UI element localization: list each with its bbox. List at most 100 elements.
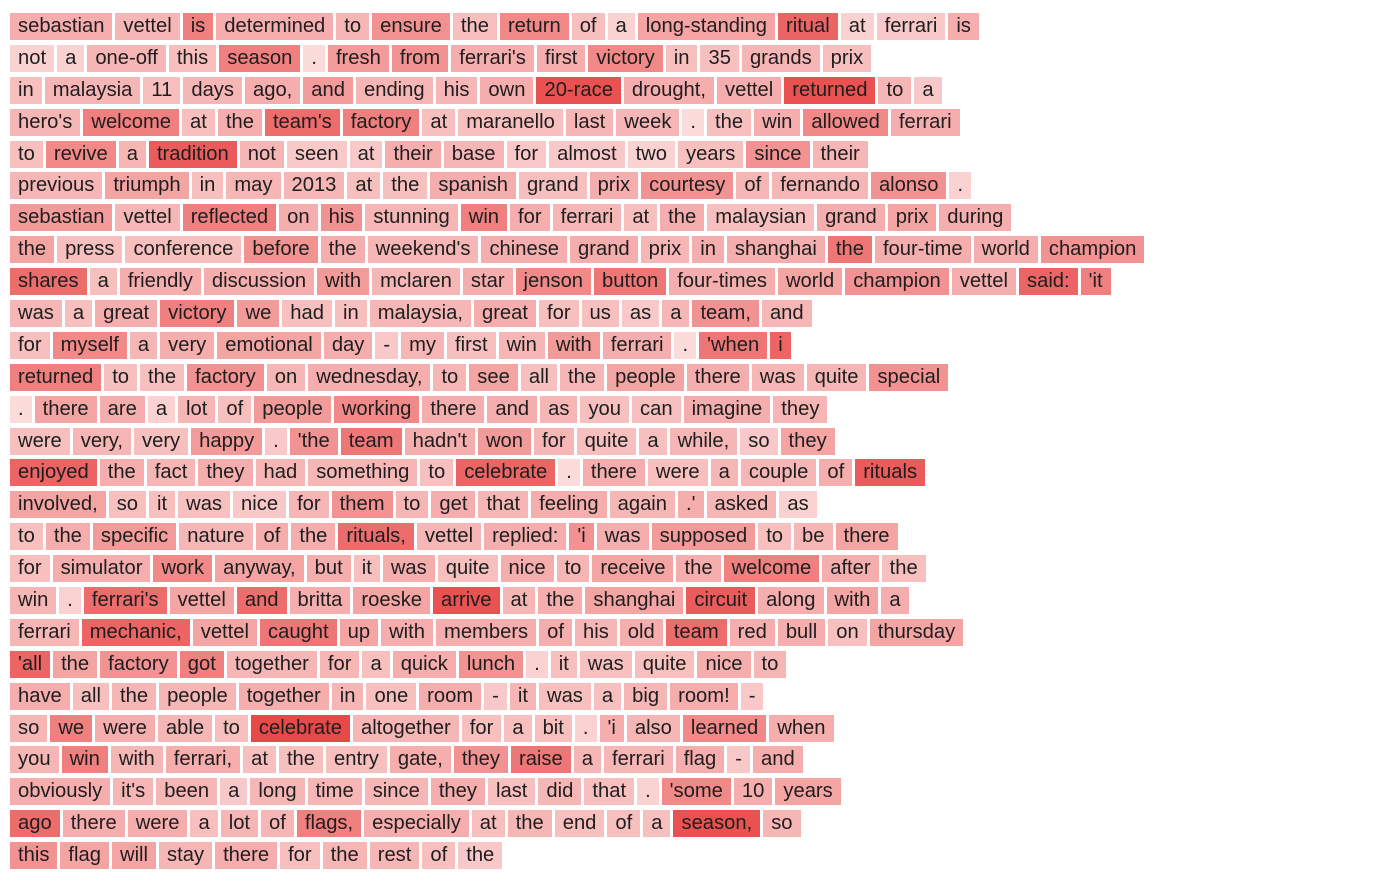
word-token: receive [592,555,674,583]
word-token: malaysian [707,204,815,232]
word-token: since [364,778,428,806]
text-line: shares a friendly discussion with mclaren star… [10,268,1400,300]
word-token: his [574,618,617,646]
word-token: shares [10,268,87,296]
word-token: bull [777,618,826,646]
word-token: was [10,300,62,328]
text-line: . there are a lot of people working there and as yo… [10,395,1400,428]
word-token: vettel [717,76,782,104]
word-token: they [198,459,253,487]
word-token: them [331,491,393,519]
word-token: welcome [83,108,180,136]
word-token: 'i [599,714,624,742]
word-token: all [72,682,109,710]
word-token: world [973,236,1038,264]
word-token: factory [187,363,264,391]
word-token: raise [510,746,571,774]
word-token: it [509,682,536,710]
text-line: in malaysia 11 days ago, and ending his own 20-ra… [10,76,1400,109]
word-token: the [660,204,705,232]
word-token: button [594,268,667,296]
word-token: caught [260,618,337,646]
word-token: it [149,491,176,519]
word-token: his [320,204,363,232]
word-token: quite [806,363,867,391]
word-token: . [59,587,81,615]
word-token: red [729,618,775,646]
word-token: they [773,395,828,423]
word-token: stay [159,842,213,870]
word-token: at [840,13,874,40]
word-token: drought, [623,76,714,104]
word-token: altogether [352,714,459,742]
word-token: vettel [192,618,257,646]
word-token: the [676,555,721,583]
word-token: win [754,108,801,136]
word-token: star [462,268,513,296]
word-token: supposed [651,523,756,551]
word-token: of [261,810,294,838]
word-token: sebastian [10,204,113,232]
word-token: along [758,587,824,615]
word-token: a [362,650,390,678]
word-token: of [571,13,605,40]
word-token: the [10,236,55,264]
word-token: .' [678,491,704,519]
word-token: a [662,300,690,328]
text-line: enjoyed the fact they had something to celebrat… [10,459,1400,491]
word-token: was [596,523,649,551]
text-line: was a great victory we had in malaysia, great for… [10,300,1400,332]
word-token: they [453,746,508,774]
word-token: at [347,172,381,200]
word-token: 10 [733,778,773,806]
word-token: a [57,44,85,72]
word-token: end [554,810,605,838]
word-token: courtesy [641,172,734,200]
word-token: nice [500,555,554,583]
word-token: at [422,108,456,136]
word-token: but [306,555,351,583]
word-token: flag [60,842,109,870]
word-token: vettel [169,587,234,615]
word-token: ferrari [602,331,672,359]
text-line: to revive a tradition not seen at their base for a… [10,140,1400,173]
word-token: can [632,395,681,423]
word-token: is [948,13,979,40]
word-token: before [244,236,318,264]
word-token: season [219,44,301,72]
text-line: for simulator work anyway, but it was quite nice… [10,555,1400,587]
word-token: years [677,140,744,168]
word-token: been [156,778,218,806]
word-token: nice [233,491,287,519]
word-token: celebrate [456,459,556,487]
word-token: - [375,331,399,359]
word-token: a [190,810,218,838]
word-token: to [395,491,429,519]
word-token: a [710,459,738,487]
word-token: together [226,650,317,678]
word-token: fresh [327,44,389,72]
text-line: returned to the factory on wednesday, to see all… [10,363,1400,396]
word-token: four-times [669,268,775,296]
word-token: there [686,363,749,391]
word-token: a [220,778,248,806]
word-token: week [616,108,680,136]
text-line: were very, very happy.'the team hadn't won for q… [10,427,1400,460]
word-token: team, [692,300,759,328]
word-token: a [639,427,667,455]
word-token: stunning [365,204,458,232]
word-token: room [419,682,482,710]
word-token: friendly [119,268,201,296]
word-token: a [607,13,635,40]
word-token: fernando [772,172,868,200]
word-token: shanghai [585,587,684,615]
word-token: . [674,331,697,359]
text-line: have all the people together in one room - it was a… [10,682,1400,715]
word-token: enjoyed [10,459,97,487]
word-token: their [812,140,868,168]
word-token: to [336,13,370,40]
word-token: the [99,459,144,487]
word-token: did [538,778,582,806]
word-token: not [239,140,284,168]
word-token: 'when [699,331,768,359]
